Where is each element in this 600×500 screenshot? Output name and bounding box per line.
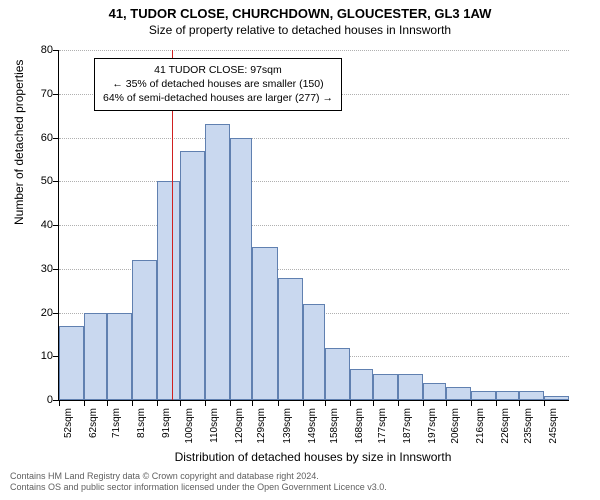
x-tick: [59, 401, 60, 406]
histogram-bar: [544, 396, 569, 400]
y-tick-label: 30: [23, 263, 53, 275]
x-tick: [423, 401, 424, 406]
histogram-bar: [132, 260, 157, 400]
y-tick-label: 40: [23, 219, 53, 231]
x-tick: [303, 401, 304, 406]
gridline: [59, 50, 569, 51]
histogram-bar: [157, 181, 180, 400]
histogram-bar: [398, 374, 423, 400]
x-tick: [230, 401, 231, 406]
x-tick: [205, 401, 206, 406]
y-tick: [53, 225, 58, 226]
gridline: [59, 225, 569, 226]
histogram-bar: [180, 151, 205, 400]
x-tick: [325, 401, 326, 406]
plot-region: 0102030405060708052sqm62sqm71sqm81sqm91s…: [58, 50, 569, 401]
x-tick: [544, 401, 545, 406]
histogram-bar: [59, 326, 84, 400]
histogram-bar: [496, 391, 519, 400]
histogram-bar: [373, 374, 398, 400]
gridline: [59, 138, 569, 139]
x-tick: [373, 401, 374, 406]
x-tick: [180, 401, 181, 406]
annotation-line3: 64% of semi-detached houses are larger (…: [103, 91, 333, 105]
x-tick: [107, 401, 108, 406]
x-tick: [252, 401, 253, 406]
x-tick: [519, 401, 520, 406]
y-tick-label: 0: [23, 394, 53, 406]
histogram-bar: [84, 313, 107, 401]
histogram-bar: [519, 391, 544, 400]
footer-line1: Contains HM Land Registry data © Crown c…: [10, 471, 387, 483]
y-tick: [53, 269, 58, 270]
x-tick: [496, 401, 497, 406]
y-tick-label: 70: [23, 88, 53, 100]
histogram-bar: [350, 369, 373, 400]
y-tick-label: 80: [23, 44, 53, 56]
y-tick: [53, 400, 58, 401]
annotation-box: 41 TUDOR CLOSE: 97sqm← 35% of detached h…: [94, 58, 342, 111]
annotation-line2: ← 35% of detached houses are smaller (15…: [103, 77, 333, 91]
y-tick: [53, 94, 58, 95]
histogram-bar: [423, 383, 446, 401]
y-tick: [53, 181, 58, 182]
x-axis-label: Distribution of detached houses by size …: [58, 450, 568, 464]
histogram-bar: [107, 313, 132, 401]
y-tick: [53, 356, 58, 357]
histogram-bar: [252, 247, 277, 400]
x-tick: [350, 401, 351, 406]
chart-area: 0102030405060708052sqm62sqm71sqm81sqm91s…: [58, 50, 568, 400]
histogram-bar: [230, 138, 253, 401]
histogram-bar: [205, 124, 230, 400]
chart-title-main: 41, TUDOR CLOSE, CHURCHDOWN, GLOUCESTER,…: [0, 0, 600, 21]
y-tick: [53, 138, 58, 139]
y-tick: [53, 313, 58, 314]
y-tick-label: 50: [23, 175, 53, 187]
x-tick: [398, 401, 399, 406]
histogram-bar: [471, 391, 496, 400]
gridline: [59, 181, 569, 182]
annotation-line1: 41 TUDOR CLOSE: 97sqm: [103, 63, 333, 77]
y-tick: [53, 50, 58, 51]
footer-line2: Contains OS and public sector informatio…: [10, 482, 387, 494]
histogram-bar: [325, 348, 350, 401]
y-tick-label: 10: [23, 350, 53, 362]
x-tick: [471, 401, 472, 406]
footer-attribution: Contains HM Land Registry data © Crown c…: [10, 471, 387, 494]
x-tick: [84, 401, 85, 406]
x-tick: [278, 401, 279, 406]
y-tick-label: 60: [23, 132, 53, 144]
x-tick: [157, 401, 158, 406]
histogram-bar: [303, 304, 326, 400]
histogram-bar: [278, 278, 303, 401]
x-tick: [132, 401, 133, 406]
x-tick: [446, 401, 447, 406]
chart-title-sub: Size of property relative to detached ho…: [0, 21, 600, 37]
histogram-bar: [446, 387, 471, 400]
y-tick-label: 20: [23, 307, 53, 319]
